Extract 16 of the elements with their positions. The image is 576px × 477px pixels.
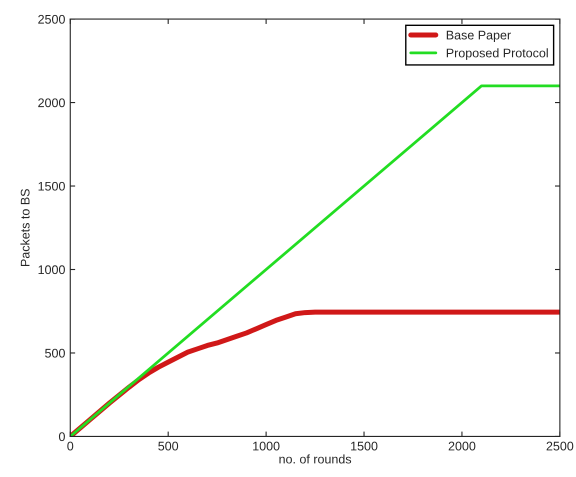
y-tick-label: 1000 [38, 265, 65, 274]
x-tick-label: 1500 [351, 442, 378, 450]
x-tick-label: 500 [158, 442, 178, 450]
x-tick-label: 2500 [546, 442, 574, 450]
y-tick-label: 0 [58, 432, 65, 442]
legend-label: Proposed Protocol [446, 48, 548, 60]
y-tick-label: 500 [45, 348, 65, 358]
x-tick-label: 0 [67, 442, 74, 450]
y-tick-label: 2000 [38, 98, 65, 108]
y-axis-title: Packets to BS [20, 189, 30, 266]
legend-label: Base Paper [446, 30, 511, 42]
y-tick-label: 1500 [38, 182, 65, 191]
y-tick-label: 2500 [38, 14, 65, 24]
x-tick-label: 2000 [448, 442, 476, 450]
x-axis-title: no. of rounds [279, 454, 352, 464]
x-tick-label: 1000 [253, 442, 280, 450]
